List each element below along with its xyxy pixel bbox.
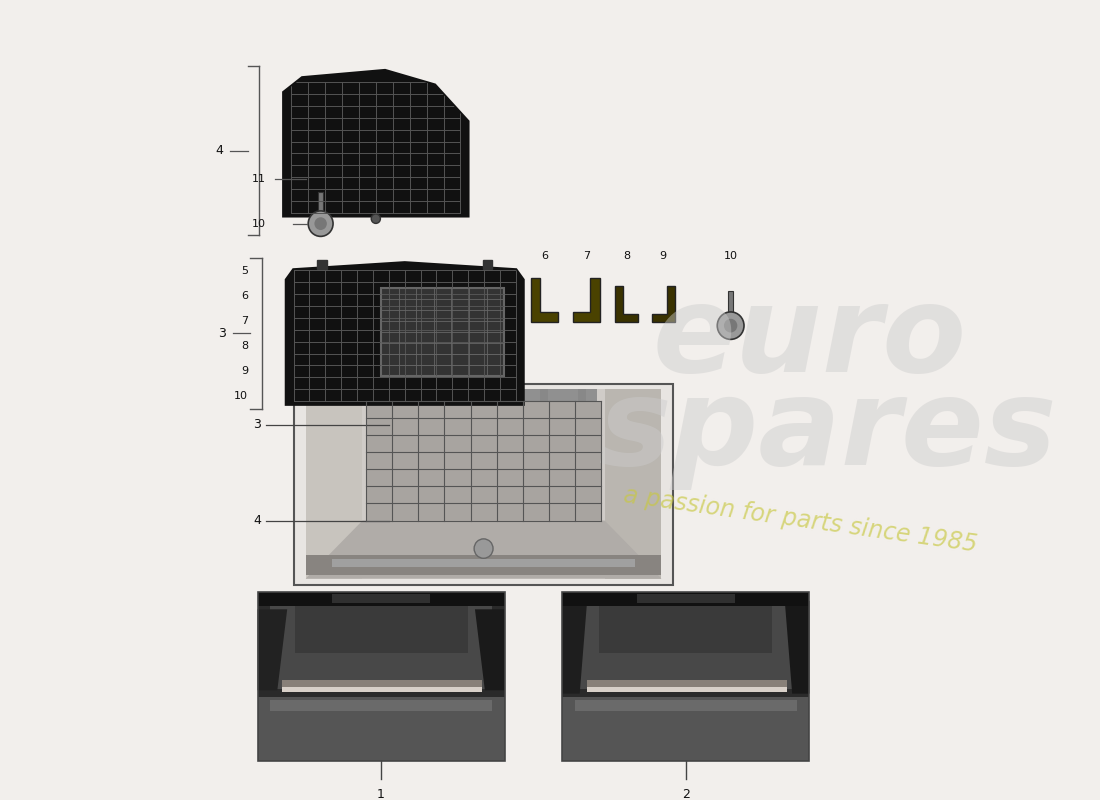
- Bar: [540, 389, 548, 409]
- Bar: [332, 558, 635, 566]
- Text: 10: 10: [234, 391, 249, 402]
- Text: 10: 10: [724, 251, 738, 261]
- Bar: [332, 594, 430, 602]
- Text: 6: 6: [241, 290, 249, 301]
- Text: 3: 3: [219, 327, 227, 340]
- Text: 7: 7: [241, 316, 249, 326]
- Text: 1: 1: [377, 788, 385, 800]
- Bar: [483, 260, 493, 269]
- Bar: [257, 593, 505, 606]
- Bar: [318, 192, 323, 224]
- Bar: [562, 697, 810, 761]
- Bar: [381, 288, 504, 376]
- Text: a passion for parts since 1985: a passion for parts since 1985: [621, 483, 978, 557]
- Bar: [464, 389, 472, 409]
- Polygon shape: [306, 389, 363, 578]
- Polygon shape: [562, 601, 587, 694]
- Bar: [257, 593, 505, 761]
- Polygon shape: [286, 263, 522, 404]
- Text: euro: euro: [652, 280, 967, 397]
- Polygon shape: [784, 601, 810, 694]
- Bar: [257, 593, 505, 761]
- Bar: [370, 389, 597, 401]
- Circle shape: [474, 539, 493, 558]
- Circle shape: [717, 312, 744, 339]
- Text: 6: 6: [541, 251, 548, 261]
- Text: 5: 5: [241, 266, 249, 275]
- Polygon shape: [531, 278, 558, 322]
- Polygon shape: [306, 521, 661, 578]
- Text: 8: 8: [623, 251, 630, 261]
- Bar: [575, 596, 798, 689]
- Text: 9: 9: [660, 251, 667, 261]
- Text: 8: 8: [241, 341, 249, 351]
- Text: 10: 10: [252, 218, 265, 229]
- Bar: [295, 606, 468, 653]
- Bar: [637, 594, 736, 602]
- Bar: [283, 680, 483, 692]
- Bar: [317, 260, 327, 269]
- Bar: [562, 593, 810, 761]
- Polygon shape: [573, 278, 600, 322]
- Bar: [270, 596, 493, 689]
- Bar: [579, 389, 586, 409]
- Polygon shape: [605, 389, 661, 578]
- Circle shape: [315, 218, 327, 230]
- Bar: [587, 687, 788, 692]
- Polygon shape: [652, 286, 674, 322]
- Bar: [270, 701, 493, 710]
- Bar: [389, 389, 396, 409]
- Polygon shape: [615, 286, 638, 322]
- Bar: [600, 606, 772, 653]
- Text: 9: 9: [241, 366, 249, 376]
- Polygon shape: [284, 70, 468, 216]
- Bar: [562, 593, 810, 761]
- Bar: [257, 593, 505, 761]
- Bar: [257, 697, 505, 761]
- Bar: [562, 593, 810, 606]
- Bar: [295, 385, 673, 585]
- Bar: [728, 291, 734, 326]
- Polygon shape: [475, 610, 505, 690]
- Bar: [366, 401, 601, 521]
- Text: 4: 4: [216, 144, 223, 157]
- Bar: [283, 687, 483, 692]
- Bar: [256, 591, 506, 762]
- Bar: [306, 554, 661, 574]
- Text: 11: 11: [252, 174, 266, 185]
- Bar: [575, 701, 798, 710]
- Bar: [587, 680, 788, 692]
- Bar: [561, 591, 811, 762]
- Text: 7: 7: [583, 251, 590, 261]
- Circle shape: [308, 211, 333, 236]
- Bar: [562, 593, 810, 761]
- Circle shape: [371, 214, 381, 223]
- Bar: [306, 389, 661, 578]
- Polygon shape: [257, 610, 287, 690]
- Text: spares: spares: [600, 373, 1058, 490]
- Bar: [295, 385, 673, 585]
- Text: 2: 2: [682, 788, 690, 800]
- Text: 3: 3: [253, 418, 261, 431]
- Text: 4: 4: [253, 514, 261, 527]
- Bar: [294, 383, 674, 586]
- Circle shape: [724, 318, 737, 333]
